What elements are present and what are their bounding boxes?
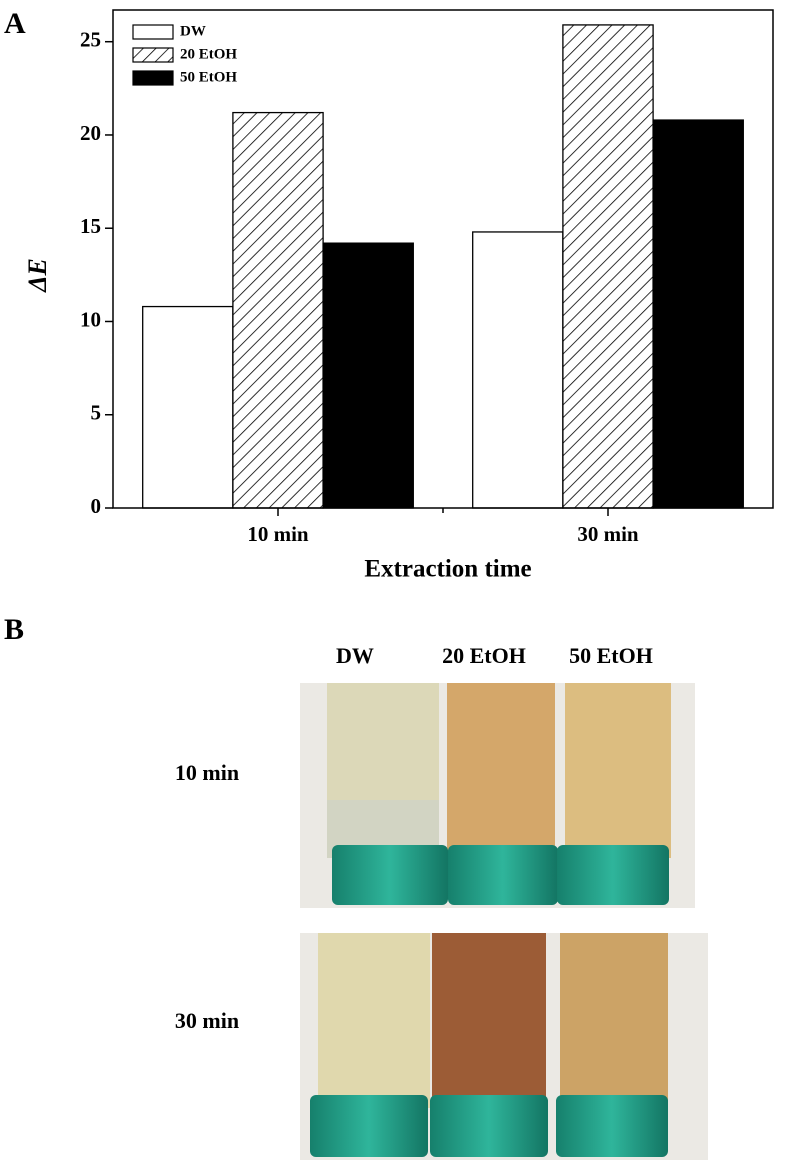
y-tick-label: 0 [91,494,102,518]
bar [232,111,324,509]
x-axis-title: Extraction time [364,556,531,583]
bar [322,242,414,509]
photo [300,933,708,1160]
panel-label: B [4,613,24,646]
photo-grid: DW 20 EtOH 50 EtOH 10 min 30 min [175,643,708,1160]
panel-label: A [4,7,26,40]
bar [472,231,564,509]
bar [142,305,234,509]
column-label: 20 EtOH [442,643,526,668]
bar [562,24,654,509]
bar [652,119,744,509]
y-tick-label: 15 [80,214,101,238]
photo [300,683,695,908]
bar-chart: 0 5 10 15 20 25 10 min 30 min DW 20 EtOH 50 EtOH [80,9,774,546]
y-tick-label: 20 [80,121,101,145]
y-tick-label: 5 [91,401,102,425]
x-tick-label: 30 min [577,522,639,546]
y-tick-label: 10 [80,307,101,331]
legend-label: 50 EtOH [180,69,237,85]
row-label: 30 min [175,1008,239,1033]
legend-swatch [132,47,174,63]
column-label: DW [336,643,374,668]
y-tick-label: 25 [80,28,101,52]
legend-label: 20 EtOH [180,46,237,62]
legend-label: DW [180,23,206,39]
legend-swatch [132,70,174,86]
y-axis-title: ΔE [23,258,52,293]
column-label: 50 EtOH [569,643,653,668]
row-label: 10 min [175,760,239,785]
legend-swatch [132,24,174,40]
x-tick-label: 10 min [247,522,309,546]
